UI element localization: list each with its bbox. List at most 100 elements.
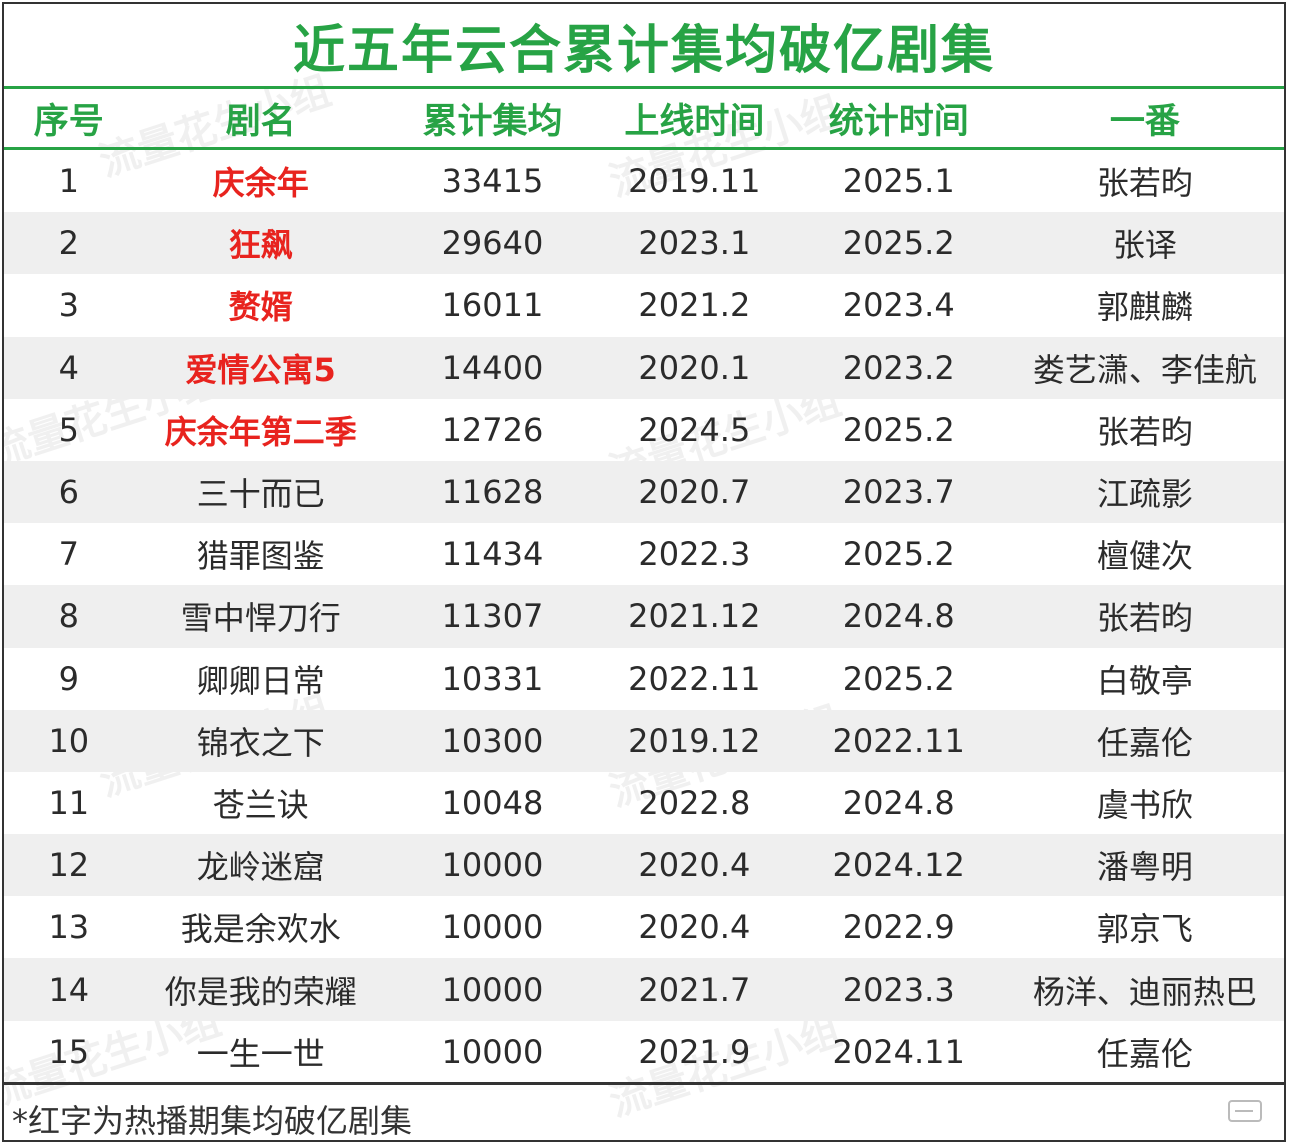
table-row: 12 龙岭迷窟 10000 2020.4 2024.12 潘粤明 [4,834,1284,897]
cell-lead: 杨洋、迪丽热巴 [1032,972,1257,1011]
cell-name: 龙岭迷窟 [196,848,325,887]
cell-lead: 张若昀 [1096,412,1193,451]
cell-stat: 2025.2 [842,224,955,263]
cell-name: 三十而已 [196,475,325,514]
cell-no: 10 [48,721,90,760]
cell-lead: 任嘉伦 [1096,723,1193,762]
cell-lead: 郭麒麟 [1096,288,1193,327]
cell-no: 14 [48,970,90,1009]
cell-no: 13 [48,908,90,947]
cell-avg: 11434 [441,535,544,574]
cell-no: 6 [58,473,79,512]
cell-stat: 2023.3 [842,970,955,1009]
cell-stat: 2024.12 [832,846,965,885]
cell-launch: 2021.7 [638,970,751,1009]
cell-name: 我是余欢水 [180,910,341,949]
cell-name: 你是我的荣耀 [164,972,357,1011]
table-row: 9 卿卿日常 10331 2022.11 2025.2 白敬亭 [4,648,1284,710]
cell-stat: 2022.11 [832,721,965,760]
cell-avg: 10000 [441,846,544,885]
cell-lead: 檀健次 [1096,537,1193,576]
cell-stat: 2024.8 [842,783,955,822]
cell-launch: 2019.11 [628,162,761,201]
cell-stat: 2022.9 [842,908,955,947]
table-row: 15 一生一世 10000 2021.9 2024.11 任嘉伦 [4,1021,1284,1083]
cell-launch: 2020.7 [638,473,751,512]
cell-name: 狂飙 [228,226,293,265]
cell-name: 猎罪图鉴 [196,537,325,576]
cell-avg: 10000 [441,970,544,1009]
cell-no: 7 [58,535,79,574]
cell-stat: 2023.4 [842,286,955,325]
cell-avg: 14400 [441,348,544,387]
cell-lead: 任嘉伦 [1096,1034,1193,1073]
footer-divider [4,1082,1284,1085]
cell-avg: 10000 [441,1032,544,1071]
cell-launch: 2022.11 [628,659,761,698]
cell-avg: 29640 [441,224,544,263]
cell-lead: 娄艺潇、李佳航 [1032,350,1257,389]
cell-avg: 12726 [441,410,544,449]
cell-launch: 2022.8 [638,783,751,822]
cell-launch: 2021.12 [628,597,761,636]
table-row: 2 狂飙 29640 2023.1 2025.2 张译 [4,212,1284,275]
cell-no: 4 [58,348,79,387]
header-lead: 一番 [1109,101,1180,142]
cell-launch: 2019.12 [628,721,761,760]
table-row: 5 庆余年第二季 12726 2024.5 2025.2 张若昀 [4,399,1284,461]
cell-no: 11 [48,783,90,822]
table-row: 10 锦衣之下 10300 2019.12 2022.11 任嘉伦 [4,709,1284,772]
cell-launch: 2020.4 [638,846,751,885]
cell-launch: 2022.3 [638,535,751,574]
cell-name: 赘婿 [228,288,293,327]
cell-no: 3 [58,286,79,325]
table-row: 3 赘婿 16011 2021.2 2023.4 郭麒麟 [4,274,1284,336]
cell-stat: 2024.8 [842,597,955,636]
header-stat: 统计时间 [828,101,969,142]
table-row: 11 苍兰诀 10048 2022.8 2024.8 虞书欣 [4,772,1284,834]
cell-avg: 10000 [441,908,544,947]
cell-no: 5 [58,410,79,449]
cell-stat: 2025.2 [842,535,955,574]
table-row: 8 雪中悍刀行 11307 2021.12 2024.8 张若昀 [4,585,1284,648]
cell-launch: 2023.1 [638,224,751,263]
header-name: 剧名 [225,101,296,142]
cell-stat: 2024.11 [832,1032,965,1071]
header-avg: 累计集均 [422,101,563,142]
cell-lead: 潘粤明 [1096,848,1193,887]
cell-name: 庆余年 [212,164,309,203]
cell-no: 2 [58,224,79,263]
table-row: 14 你是我的荣耀 10000 2021.7 2023.3 杨洋、迪丽热巴 [4,958,1284,1021]
cell-lead: 郭京飞 [1096,910,1193,949]
table-body: 1 庆余年 33415 2019.11 2025.1 张若昀 2 狂飙 29640 2023.1 2… [4,150,1284,1083]
cell-stat: 2025.1 [842,162,955,201]
page-title: 近五年云合累计集均破亿剧集 [292,20,995,81]
cell-avg: 10300 [441,721,544,760]
cell-name: 苍兰诀 [212,785,309,824]
cell-launch: 2020.1 [638,348,751,387]
title-divider [4,86,1284,89]
cell-lead: 张若昀 [1096,599,1193,638]
cell-stat: 2023.7 [842,473,955,512]
cell-launch: 2024.5 [638,410,751,449]
danmaku-icon[interactable] [1228,1100,1262,1122]
cell-stat: 2023.2 [842,348,955,387]
cell-stat: 2025.2 [842,659,955,698]
cell-launch: 2021.2 [638,286,751,325]
table-row: 1 庆余年 33415 2019.11 2025.1 张若昀 [4,150,1284,212]
cell-lead: 张译 [1112,226,1177,265]
cell-launch: 2020.4 [638,908,751,947]
header-divider [4,147,1284,150]
cell-name: 锦衣之下 [196,723,325,762]
cell-no: 9 [58,659,79,698]
table-row: 6 三十而已 11628 2020.7 2023.7 江疏影 [4,460,1284,524]
cell-lead: 张若昀 [1096,164,1193,203]
cell-launch: 2021.9 [638,1032,751,1071]
cell-avg: 33415 [441,162,544,201]
footnote: *红字为热播期集均破亿剧集 [12,1102,413,1140]
cell-name: 卿卿日常 [196,661,325,700]
table-row: 13 我是余欢水 10000 2020.4 2022.9 郭京飞 [4,896,1284,958]
cell-name: 雪中悍刀行 [180,599,341,638]
cell-avg: 11628 [441,473,544,512]
